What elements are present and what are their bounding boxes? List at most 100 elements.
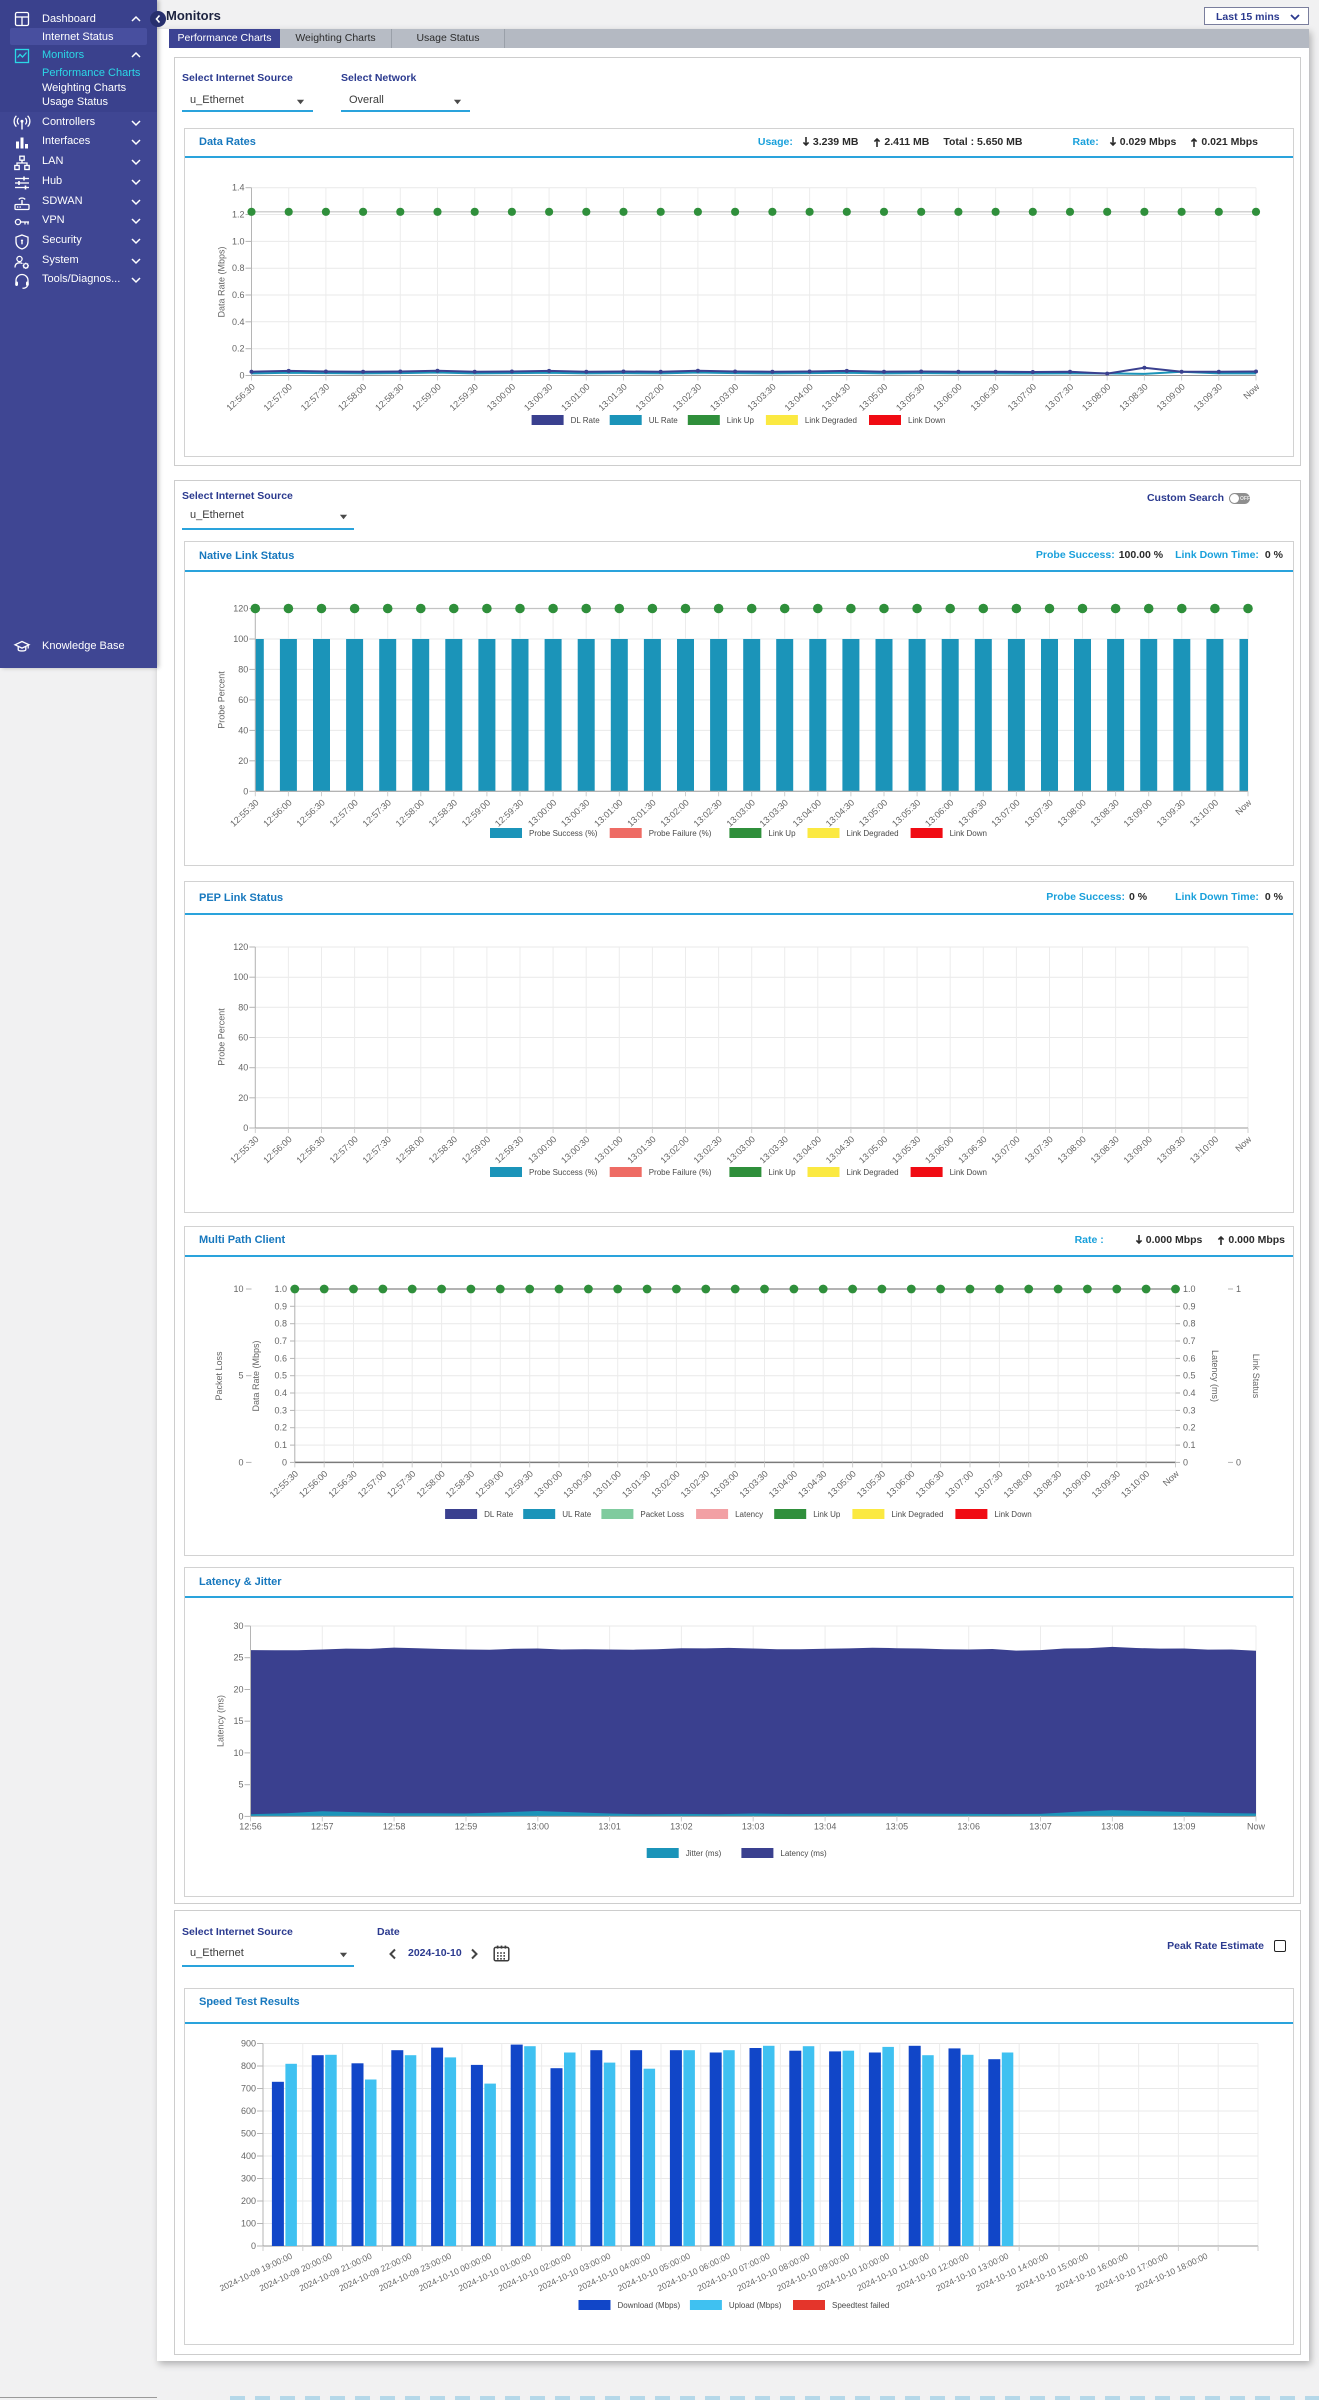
svg-text:0: 0 [282,1457,287,1467]
svg-text:5: 5 [238,1371,243,1381]
svg-text:Now: Now [1233,1134,1253,1154]
svg-text:20: 20 [238,756,248,766]
svg-text:0.6: 0.6 [1183,1353,1196,1363]
svg-text:13:07:30: 13:07:30 [1043,382,1075,413]
svg-text:13:05:30: 13:05:30 [855,1469,887,1500]
svg-text:13:05:00: 13:05:00 [857,382,889,413]
svg-text:12:58:30: 12:58:30 [444,1469,476,1500]
svg-text:10: 10 [233,1748,243,1758]
svg-text:0.3: 0.3 [1183,1405,1196,1415]
svg-text:13:04:00: 13:04:00 [783,382,815,413]
svg-text:13:05:30: 13:05:30 [890,1134,922,1165]
svg-text:13:03:30: 13:03:30 [737,1469,769,1500]
svg-text:13:06:00: 13:06:00 [884,1469,916,1500]
svg-text:13:00:00: 13:00:00 [532,1469,564,1500]
svg-text:0.9: 0.9 [1183,1301,1196,1311]
svg-text:Link Down: Link Down [908,416,945,425]
svg-text:Link Down: Link Down [994,1510,1031,1519]
svg-text:1.2: 1.2 [232,210,245,220]
svg-text:13:07:00: 13:07:00 [989,1134,1021,1165]
svg-text:13:07:30: 13:07:30 [1022,797,1054,828]
svg-text:13:06:30: 13:06:30 [914,1469,946,1500]
svg-text:Download (Mbps): Download (Mbps) [618,2301,681,2310]
svg-text:13:05:30: 13:05:30 [890,797,922,828]
svg-text:40: 40 [238,725,248,735]
svg-text:Upload (Mbps): Upload (Mbps) [729,2301,782,2310]
svg-text:13:01:00: 13:01:00 [591,1469,623,1500]
svg-text:12:58:00: 12:58:00 [415,1469,447,1500]
svg-text:Latency (ms): Latency (ms) [216,1695,226,1747]
svg-text:13:00: 13:00 [527,1821,550,1831]
svg-text:0.4: 0.4 [1183,1388,1196,1398]
svg-text:0: 0 [238,1811,243,1821]
svg-text:13:08:30: 13:08:30 [1089,1134,1121,1165]
svg-text:12:56:30: 12:56:30 [294,1134,326,1165]
svg-text:13:02:00: 13:02:00 [649,1469,681,1500]
svg-text:DL Rate: DL Rate [484,1510,514,1519]
svg-text:Probe Success (%): Probe Success (%) [529,829,598,838]
svg-text:0.1: 0.1 [1183,1440,1196,1450]
svg-text:0.8: 0.8 [274,1319,287,1329]
svg-text:12:59:00: 12:59:00 [460,797,492,828]
svg-text:Probe Failure (%): Probe Failure (%) [649,829,712,838]
svg-text:12:58: 12:58 [383,1821,406,1831]
svg-text:0: 0 [243,786,248,796]
svg-text:13:05:00: 13:05:00 [826,1469,858,1500]
svg-text:13:00:00: 13:00:00 [485,382,517,413]
svg-text:Data Rate (Mbps): Data Rate (Mbps) [251,1340,261,1411]
svg-text:60: 60 [238,695,248,705]
svg-text:5: 5 [238,1780,243,1790]
svg-text:0: 0 [1183,1457,1188,1467]
svg-text:13:10:00: 13:10:00 [1119,1469,1151,1500]
svg-text:13:08:00: 13:08:00 [1055,1134,1087,1165]
svg-text:12:59:30: 12:59:30 [493,797,525,828]
svg-text:13:04:30: 13:04:30 [820,382,852,413]
svg-text:12:59:00: 12:59:00 [410,382,442,413]
svg-text:Probe Success (%): Probe Success (%) [529,1168,598,1177]
svg-text:13:09: 13:09 [1173,1821,1196,1831]
svg-text:13:08:00: 13:08:00 [1002,1469,1034,1500]
svg-text:13:09:00: 13:09:00 [1155,382,1187,413]
svg-text:13:08:00: 13:08:00 [1080,382,1112,413]
svg-text:Packet Loss: Packet Loss [214,1351,224,1401]
svg-text:13:07:00: 13:07:00 [1006,382,1038,413]
svg-text:0.2: 0.2 [1183,1423,1196,1433]
svg-text:30: 30 [233,1621,243,1631]
svg-text:13:04:00: 13:04:00 [791,1134,823,1165]
svg-text:12:58:30: 12:58:30 [373,382,405,413]
svg-text:13:05:30: 13:05:30 [894,382,926,413]
svg-text:13:02:30: 13:02:30 [679,1469,711,1500]
svg-text:13:00:00: 13:00:00 [526,1134,558,1165]
svg-text:13:08:00: 13:08:00 [1055,797,1087,828]
svg-text:12:56:30: 12:56:30 [294,797,326,828]
svg-text:12:59:30: 12:59:30 [448,382,480,413]
svg-text:12:56:00: 12:56:00 [261,797,293,828]
svg-text:1.0: 1.0 [232,236,245,246]
svg-text:Link Degraded: Link Degraded [847,829,899,838]
svg-text:12:59:00: 12:59:00 [460,1134,492,1165]
svg-text:20: 20 [238,1093,248,1103]
svg-text:0: 0 [243,1123,248,1133]
svg-text:13:04:00: 13:04:00 [791,797,823,828]
svg-text:13:09:00: 13:09:00 [1060,1469,1092,1500]
svg-text:13:09:30: 13:09:30 [1155,1134,1187,1165]
svg-text:200: 200 [241,2196,256,2206]
svg-text:Data Rate (Mbps): Data Rate (Mbps) [217,246,227,317]
svg-text:13:04:30: 13:04:30 [824,797,856,828]
svg-text:100: 100 [241,2219,256,2229]
svg-text:Now: Now [1161,1468,1181,1488]
svg-text:Speedtest failed: Speedtest failed [832,2301,889,2310]
svg-text:Link Up: Link Up [768,829,796,838]
svg-text:13:09:00: 13:09:00 [1122,797,1154,828]
svg-text:13:10:00: 13:10:00 [1188,797,1220,828]
svg-text:Probe Failure (%): Probe Failure (%) [649,1168,712,1177]
svg-text:Probe Percent: Probe Percent [216,671,226,729]
svg-text:400: 400 [241,2151,256,2161]
svg-text:15: 15 [233,1716,243,1726]
svg-text:0.7: 0.7 [274,1336,287,1346]
svg-text:12:58:30: 12:58:30 [427,1134,459,1165]
svg-text:120: 120 [233,604,248,614]
svg-text:Latency (ms): Latency (ms) [780,1849,827,1858]
svg-text:40: 40 [238,1063,248,1073]
svg-text:13:04:30: 13:04:30 [824,1134,856,1165]
